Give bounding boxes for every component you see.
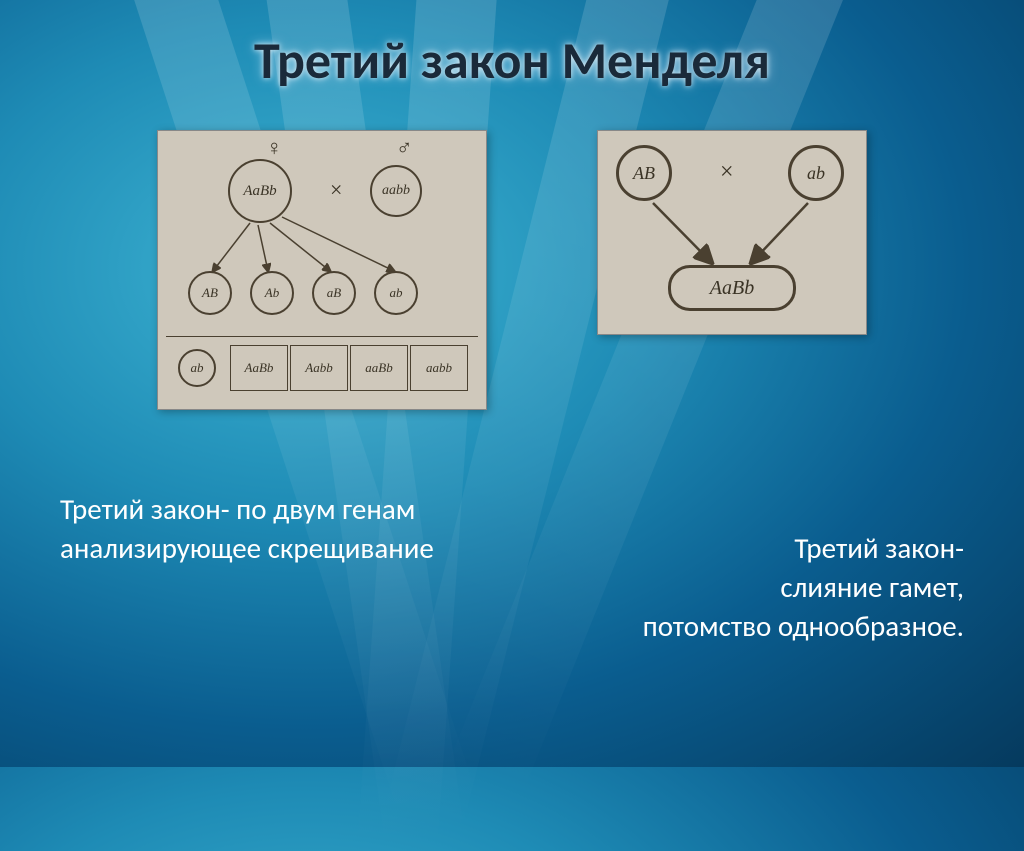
caption-l3: Третий закон- — [794, 529, 964, 568]
offspring-4: aabb — [410, 345, 468, 391]
caption-l4: слияние гамет, — [60, 568, 964, 607]
zygote-cell: AaBb — [668, 265, 796, 311]
offspring-3: aaBb — [350, 345, 408, 391]
gamete-1: AB — [188, 271, 232, 315]
offspring-1: AaBb — [230, 345, 288, 391]
gamete-4: ab — [374, 271, 418, 315]
caption-l2: анализирующее скрещивание — [60, 529, 434, 568]
divider-line — [166, 336, 478, 337]
test-gamete: ab — [178, 349, 216, 387]
gamete-3: aB — [312, 271, 356, 315]
captions: Третий закон- по двум генам анализирующе… — [60, 490, 964, 647]
caption-l1: Третий закон- по двум генам — [60, 490, 964, 529]
offspring-2: Aabb — [290, 345, 348, 391]
gamete-2: Ab — [250, 271, 294, 315]
diagram-right: AB × ab AaBb — [597, 130, 867, 335]
diagram-row: ♀ ♂ AaBb × aabb AB Ab aB ab ab AaBb Aabb… — [0, 130, 1024, 410]
caption-l5: потомство однообразное. — [60, 607, 964, 646]
diagram-left: ♀ ♂ AaBb × aabb AB Ab aB ab ab AaBb Aabb… — [157, 130, 487, 410]
page-title: Третий закон Менделя — [0, 28, 1024, 92]
